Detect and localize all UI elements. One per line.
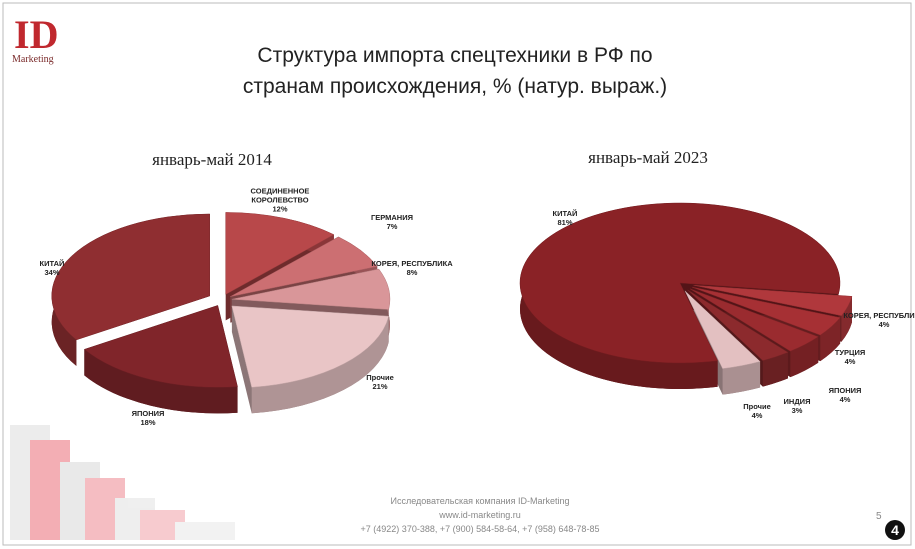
badge-text: 4 bbox=[891, 522, 899, 538]
slice-rim bbox=[722, 361, 761, 395]
pie-title: январь-май 2023 bbox=[588, 148, 708, 167]
category-label: СОЕДИНЕННОЕ КОРОЛЕВСТВО bbox=[250, 186, 310, 205]
logo-mark: ID bbox=[14, 12, 58, 57]
badge bbox=[885, 520, 905, 540]
slice bbox=[230, 236, 378, 297]
value-label: 12% bbox=[272, 204, 288, 214]
slice-label: ЯПОНИЯ 18% bbox=[103, 409, 193, 427]
slice-label: Прочие 4% bbox=[712, 402, 802, 420]
slice bbox=[693, 284, 853, 316]
slice bbox=[519, 202, 841, 364]
footer-line: Исследовательская компания ID-Marketing bbox=[390, 496, 570, 506]
category-label: ТУРЦИЯ bbox=[834, 348, 866, 357]
category-label: ЯПОНИЯ bbox=[131, 409, 165, 418]
slice-label: КОРЕЯ, РЕСПУБЛИКА 8% bbox=[367, 259, 457, 277]
slice-rim bbox=[820, 317, 841, 362]
slice-label: КОРЕЯ, РЕСПУБЛИКА4% bbox=[839, 311, 915, 329]
slice bbox=[83, 305, 238, 388]
pie-title: январь-май 2014 bbox=[152, 150, 272, 169]
category-label: ЯПОНИЯ bbox=[828, 386, 862, 395]
slice-rim bbox=[790, 336, 819, 378]
slice bbox=[231, 305, 389, 388]
value-label: 4% bbox=[878, 320, 890, 329]
category-label: КИТАЙ bbox=[552, 209, 578, 218]
value-label: 81% bbox=[557, 218, 573, 227]
category-label: Прочие bbox=[743, 402, 771, 411]
slice-label: Прочие 21% bbox=[335, 373, 425, 391]
value-label: 18% bbox=[140, 418, 156, 427]
slide-title: Структура импорта спецтехники в РФ по ст… bbox=[242, 44, 668, 98]
pie-tops bbox=[51, 212, 391, 388]
slice bbox=[687, 289, 789, 361]
slice-rim bbox=[762, 352, 788, 387]
pie-tops bbox=[519, 202, 853, 369]
slice-label: ГЕРМАНИЯ 7% bbox=[347, 213, 437, 231]
category-label: ГЕРМАНИЯ bbox=[370, 213, 414, 222]
value-label: 21% bbox=[372, 382, 388, 391]
value-label: 4% bbox=[839, 395, 851, 404]
slice bbox=[51, 213, 210, 341]
category-label: ИНДИЯ bbox=[783, 397, 811, 406]
footer-line: www.id-marketing.ru bbox=[439, 510, 521, 520]
category-label: КИТАЙ bbox=[39, 259, 65, 268]
slice-label: КИТАЙ 34% bbox=[7, 259, 97, 277]
footer: Исследовательская компания ID-Marketing … bbox=[280, 494, 680, 536]
value-label: 7% bbox=[386, 222, 398, 231]
logo-text: Marketing bbox=[12, 54, 54, 65]
slice-rim bbox=[251, 316, 389, 414]
category-label: КОРЕЯ, РЕСПУБЛИКА bbox=[371, 259, 453, 268]
page-number: 5 bbox=[876, 511, 882, 522]
footer-line: +7 (4922) 370-388, +7 (900) 584-58-64, +… bbox=[360, 524, 600, 534]
value-label: 34% bbox=[44, 268, 60, 277]
category-label: Прочие bbox=[366, 373, 394, 382]
value-label: 8% bbox=[406, 268, 418, 277]
decor bbox=[10, 425, 235, 540]
slice-label: ТУРЦИЯ 4% bbox=[805, 348, 895, 366]
slice-label: СОЕДИНЕННОЕ КОРОЛЕВСТВО 12% bbox=[235, 187, 325, 214]
value-label: 4% bbox=[751, 411, 763, 420]
value-label: 4% bbox=[844, 357, 856, 366]
value-label: 3% bbox=[791, 406, 803, 415]
slice-label: ИНДИЯ 3% bbox=[752, 397, 842, 415]
slice-label: КИТАЙ 81% bbox=[520, 209, 610, 227]
slice bbox=[689, 288, 819, 352]
slice bbox=[225, 212, 335, 295]
slice-rim bbox=[84, 349, 238, 414]
slice bbox=[692, 286, 841, 336]
slice bbox=[231, 268, 391, 310]
category-label: КОРЕЯ, РЕСПУБЛИКА bbox=[843, 311, 915, 320]
slice bbox=[684, 290, 761, 369]
slice-label: ЯПОНИЯ 4% bbox=[800, 386, 890, 404]
slice-rim bbox=[841, 296, 852, 342]
